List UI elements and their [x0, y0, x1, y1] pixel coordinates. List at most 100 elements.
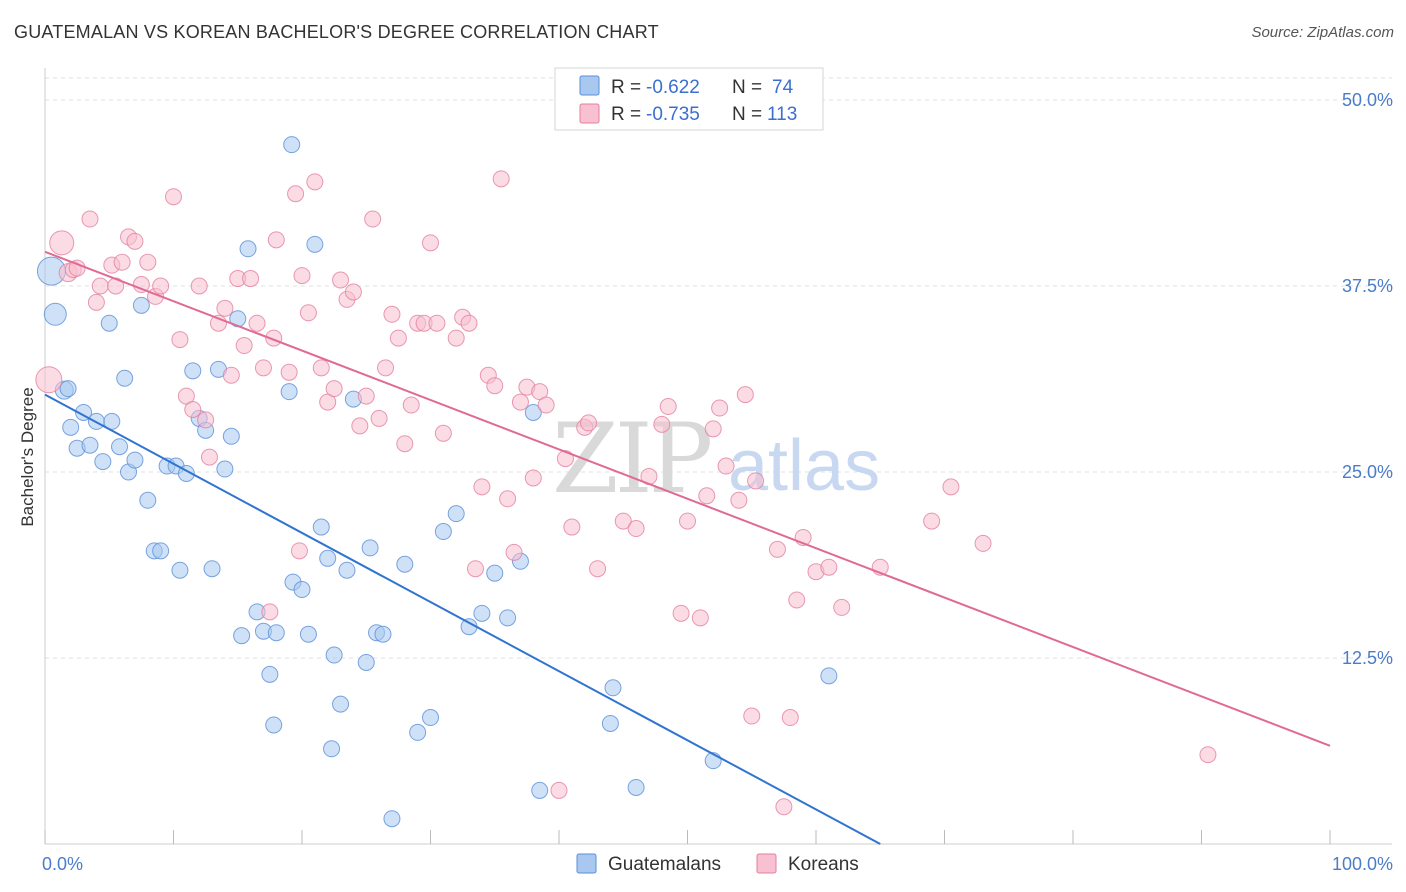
point-guatemalans-46	[319, 549, 337, 567]
y-tick-label-0: 12.5%	[1342, 648, 1393, 668]
point-guatemalans-41	[283, 136, 301, 154]
point-koreans-83	[627, 520, 645, 538]
point-koreans-107	[923, 512, 941, 530]
bottom-legend-label-guatemalans: Guatemalans	[608, 854, 721, 875]
point-koreans-31	[254, 359, 272, 377]
point-koreans-17	[165, 188, 182, 206]
point-koreans-78	[563, 518, 581, 536]
data-points	[35, 136, 1217, 828]
point-guatemalans-38	[267, 624, 285, 642]
y-axis-label: Bachelor's Degree	[18, 387, 37, 526]
point-koreans-59	[428, 314, 446, 332]
point-guatemalans-44	[306, 235, 324, 253]
point-koreans-55	[402, 396, 420, 414]
legend: R = -0.622 N = 74 R = -0.735 N = 113	[554, 67, 824, 131]
point-koreans-75	[537, 396, 555, 414]
point-guatemalans-56	[383, 810, 401, 828]
point-guatemalans-47	[323, 740, 341, 758]
legend-n-label-koreans: N =	[732, 104, 762, 125]
point-koreans-64	[466, 560, 484, 578]
point-guatemalans-49	[332, 695, 350, 713]
point-guatemalans-58	[409, 723, 427, 741]
point-guatemalans-53	[361, 539, 379, 557]
point-koreans-44	[332, 271, 350, 289]
point-koreans-35	[280, 363, 298, 381]
point-koreans-38	[293, 267, 311, 285]
y-tick-labels: 12.5% 25.0% 37.5% 50.0%	[1342, 90, 1393, 668]
point-guatemalans-33	[239, 240, 257, 258]
point-koreans-110	[1199, 746, 1217, 764]
trend-line-koreans	[44, 250, 1331, 747]
point-koreans-30	[248, 314, 266, 332]
point-koreans-16	[152, 277, 170, 295]
point-guatemalans-3	[59, 380, 77, 398]
point-guatemalans-9	[94, 453, 112, 471]
point-guatemalans-37	[265, 716, 283, 734]
point-koreans-65	[473, 478, 491, 496]
point-koreans-41	[312, 359, 330, 377]
point-guatemalans-66	[524, 403, 542, 421]
point-koreans-98	[768, 540, 786, 558]
point-koreans-26	[222, 366, 240, 384]
point-guatemalans-45	[312, 518, 330, 536]
point-koreans-81	[589, 560, 607, 578]
point-guatemalans-12	[111, 438, 129, 456]
point-koreans-61	[447, 329, 465, 347]
point-koreans-90	[698, 487, 716, 505]
point-guatemalans-48	[325, 646, 343, 664]
y-tick-label-1: 25.0%	[1342, 462, 1393, 482]
y-tick-label-3: 50.0%	[1342, 90, 1393, 110]
point-guatemalans-13	[116, 369, 134, 387]
point-koreans-51	[377, 359, 395, 377]
axes	[44, 68, 1392, 845]
watermark: ZIP atlas	[552, 403, 880, 515]
point-guatemalans-36	[261, 665, 279, 683]
point-koreans-100	[781, 709, 799, 727]
point-koreans-80	[580, 414, 598, 432]
point-koreans-97	[747, 472, 765, 490]
y-tick-label-2: 37.5%	[1342, 276, 1393, 296]
point-koreans-105	[833, 598, 851, 616]
point-guatemalans-21	[171, 561, 189, 579]
point-koreans-94	[730, 491, 748, 509]
legend-r-label-guatemalans: R =	[611, 77, 641, 98]
point-koreans-87	[672, 604, 690, 622]
point-koreans-7	[91, 277, 109, 295]
point-guatemalans-29	[216, 460, 234, 478]
point-koreans-36	[287, 185, 305, 203]
point-koreans-49	[364, 210, 382, 228]
point-koreans-63	[460, 314, 478, 332]
bottom-legend-swatch-guatemalans	[576, 853, 597, 874]
point-koreans-69	[499, 490, 517, 508]
point-koreans-82	[614, 512, 632, 530]
point-koreans-0	[35, 366, 63, 394]
point-guatemalans-61	[447, 505, 465, 523]
point-guatemalans-15	[126, 451, 144, 469]
point-koreans-85	[653, 415, 671, 433]
bottom-legend-swatch-koreans	[756, 853, 777, 874]
watermark-atlas: atlas	[728, 426, 880, 506]
point-guatemalans-55	[374, 625, 392, 643]
point-guatemalans-70	[627, 778, 645, 796]
point-koreans-34	[267, 231, 285, 249]
point-koreans-47	[351, 417, 369, 435]
point-koreans-43	[325, 380, 343, 398]
legend-n-value-koreans: 113	[767, 104, 797, 125]
legend-box	[554, 67, 824, 131]
point-koreans-6	[87, 293, 105, 311]
point-guatemalans-27	[203, 560, 221, 578]
x-tick-labels: 0.0% 100.0%	[42, 854, 1393, 874]
point-guatemalans-39	[280, 383, 298, 401]
trend-lines	[44, 250, 1331, 845]
x-tick-label-0: 0.0%	[42, 854, 83, 874]
point-koreans-25	[216, 299, 234, 317]
point-koreans-58	[422, 234, 439, 252]
legend-r-value-guatemalans: -0.622	[646, 77, 700, 98]
chart-title: GUATEMALAN VS KOREAN BACHELOR'S DEGREE C…	[14, 22, 659, 42]
point-koreans-99	[775, 798, 793, 816]
point-koreans-91	[704, 420, 722, 438]
point-guatemalans-42	[293, 581, 311, 599]
trend-line-guatemalans	[44, 393, 881, 845]
point-koreans-68	[492, 170, 510, 188]
point-koreans-48	[357, 387, 375, 405]
